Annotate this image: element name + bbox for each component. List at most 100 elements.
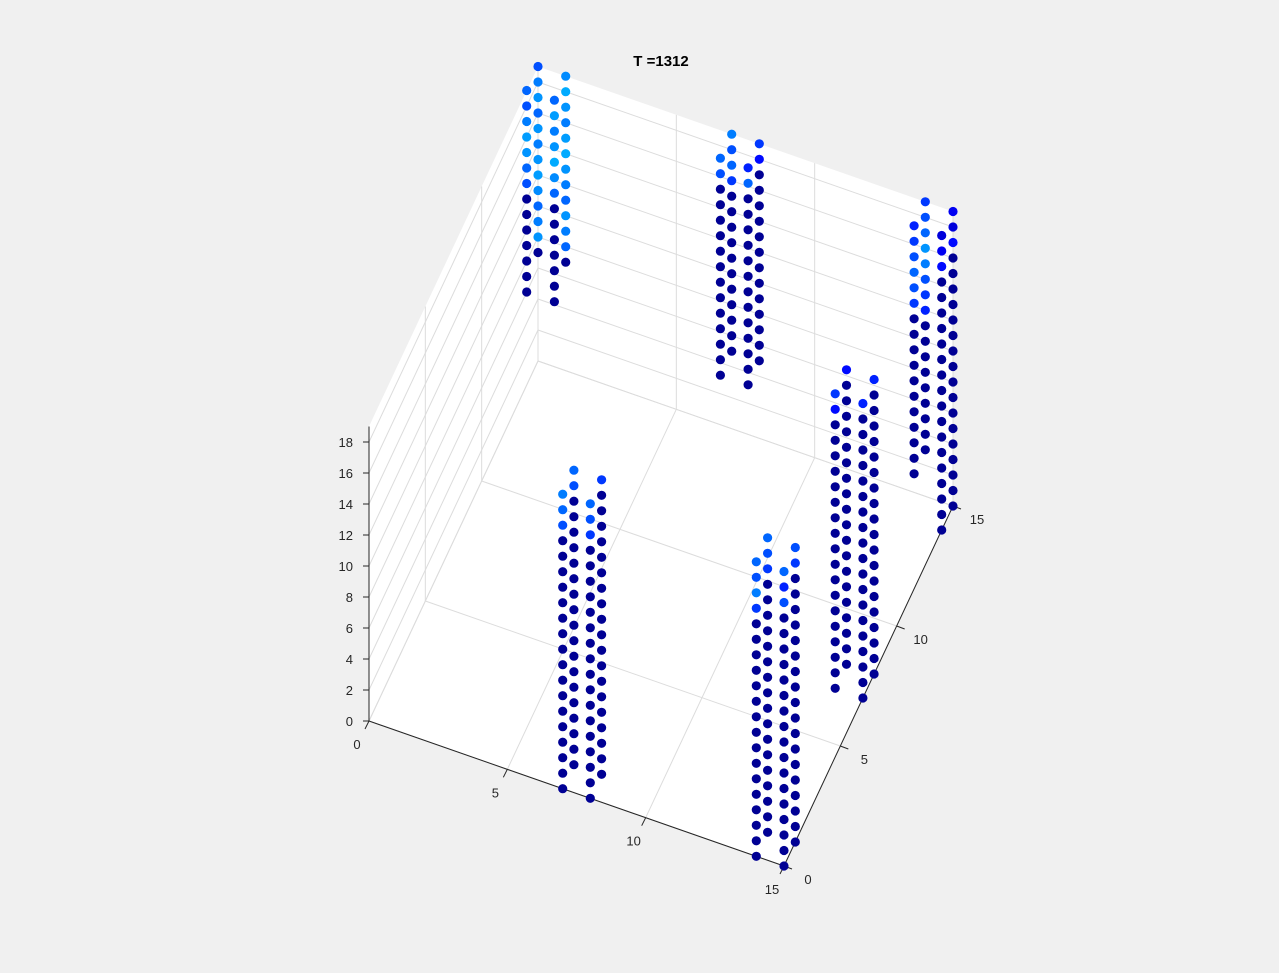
scatter-point: [569, 512, 579, 522]
scatter-point: [858, 445, 868, 455]
scatter-point: [948, 299, 958, 310]
scatter-point: [909, 298, 919, 308]
scatter-point: [743, 380, 753, 390]
scatter-point: [858, 646, 868, 657]
scatter-point: [727, 222, 737, 232]
scatter-point: [858, 631, 868, 641]
scatter-point: [561, 211, 571, 221]
grid-line-z-left: [368, 236, 539, 598]
scatter-point: [841, 566, 852, 576]
scatter-point: [727, 160, 737, 170]
scatter-point: [830, 575, 840, 585]
scatter-point: [920, 367, 930, 377]
scatter-point: [597, 645, 607, 655]
scatter-point: [763, 688, 773, 698]
scatter-point: [830, 420, 840, 430]
scatter-point: [830, 668, 840, 678]
grid-line-z-back: [537, 360, 954, 507]
scatter-point: [779, 582, 789, 592]
scatter-point: [909, 267, 919, 277]
scatter-point: [558, 660, 568, 670]
scatter-point: [948, 501, 958, 511]
scatter-point: [585, 638, 595, 648]
scatter-point: [569, 558, 579, 568]
scatter-point: [869, 390, 879, 400]
scatter-point: [597, 583, 607, 593]
scatter-point: [585, 778, 595, 788]
scatter-point: [549, 95, 560, 105]
scatter-point: [937, 525, 947, 535]
scatter-point: [869, 374, 879, 385]
scatter-point: [763, 827, 773, 837]
scatter-point: [841, 489, 852, 499]
scatter-point: [920, 383, 930, 393]
scatter-point: [763, 734, 773, 744]
scatter-point: [869, 669, 879, 679]
scatter-point: [754, 139, 764, 149]
scatter-point: [751, 696, 761, 706]
z-tick-label: 8: [346, 590, 353, 605]
scatter-point: [858, 693, 868, 703]
scatter-point: [948, 423, 958, 434]
scatter-point: [937, 432, 947, 442]
scatter-point: [585, 561, 595, 571]
scatter-point: [754, 278, 764, 288]
scatter-point: [909, 221, 919, 231]
scatter-point: [869, 436, 879, 447]
scatter-point: [869, 483, 879, 493]
scatter-point: [763, 564, 773, 574]
scatter-point: [858, 429, 868, 440]
grid-line-y-floor: [481, 480, 897, 627]
scatter-point: [715, 184, 726, 194]
scatter-point: [920, 228, 930, 238]
scatter-point: [763, 796, 773, 806]
scatter-point: [830, 683, 840, 693]
scatter-point: [549, 126, 560, 136]
scatter-point: [569, 667, 579, 677]
scatter-point: [569, 713, 579, 723]
scatter-point: [751, 820, 761, 830]
scatter-point: [533, 61, 543, 72]
scatter-point: [715, 324, 726, 334]
scatter-point: [558, 505, 568, 515]
scatter-point: [841, 380, 852, 390]
scatter-point: [779, 613, 789, 623]
scatter-point: [751, 712, 761, 722]
scatter-point: [763, 781, 773, 791]
scatter-point: [754, 247, 764, 257]
scatter-point: [790, 620, 800, 630]
scatter-point: [909, 407, 919, 417]
scatter-point: [715, 277, 726, 287]
scatter-point: [869, 514, 879, 524]
scatter-point: [920, 429, 930, 439]
scatter-point: [790, 573, 800, 584]
scatter-point: [841, 659, 852, 669]
z-tick-label: 12: [339, 528, 353, 543]
scatter-point: [585, 576, 595, 586]
scatter-point: [569, 543, 579, 553]
z-tick-label: 2: [346, 683, 353, 698]
scatter-point: [841, 473, 852, 483]
scatter-point: [937, 509, 947, 520]
scatter-point: [948, 330, 958, 341]
scatter-point: [569, 698, 579, 708]
scatter-point: [763, 579, 773, 589]
scatter-point: [569, 729, 579, 739]
scatter-point: [522, 178, 532, 189]
y-tick-mark: [840, 745, 849, 750]
scatter-point: [549, 281, 560, 291]
scatter-point: [937, 277, 947, 287]
scatter-point: [790, 837, 800, 847]
z-tick-label: 4: [346, 652, 353, 667]
scatter-point: [909, 345, 919, 355]
scatter-point: [754, 185, 764, 195]
scatter-point: [948, 222, 958, 232]
scatter-point: [558, 675, 568, 685]
scatter-point: [858, 522, 868, 533]
scatter-point: [754, 325, 764, 335]
x-tick-label: 15: [765, 882, 779, 897]
scatter-point: [869, 545, 879, 555]
scatter-point: [754, 263, 764, 273]
scatter-point: [533, 216, 543, 227]
scatter-point: [715, 339, 726, 349]
